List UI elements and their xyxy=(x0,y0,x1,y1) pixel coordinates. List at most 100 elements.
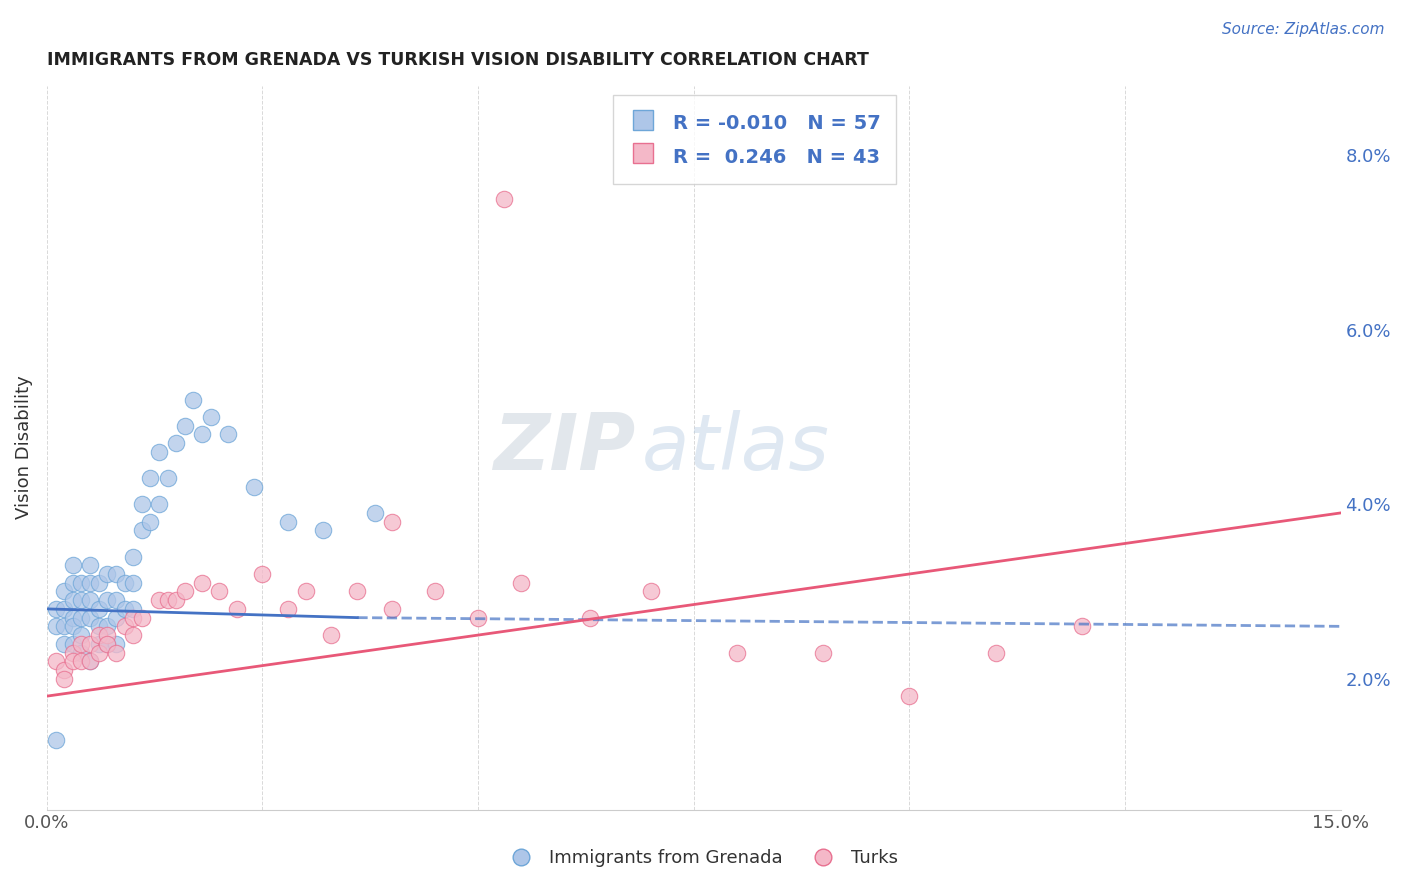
Point xyxy=(191,427,214,442)
Point xyxy=(131,610,153,624)
Point xyxy=(62,646,84,660)
Point xyxy=(79,654,101,668)
Point xyxy=(70,646,93,660)
Point xyxy=(321,628,343,642)
Point xyxy=(131,524,153,538)
Point xyxy=(53,602,76,616)
Point xyxy=(87,602,110,616)
Point xyxy=(139,471,162,485)
Point xyxy=(363,506,385,520)
Point xyxy=(44,654,66,668)
Point xyxy=(53,637,76,651)
Point xyxy=(104,610,127,624)
Point xyxy=(114,575,136,590)
Point xyxy=(96,637,118,651)
Point xyxy=(165,436,187,450)
Point xyxy=(984,646,1007,660)
Text: IMMIGRANTS FROM GRENADA VS TURKISH VISION DISABILITY CORRELATION CHART: IMMIGRANTS FROM GRENADA VS TURKISH VISIO… xyxy=(46,51,869,69)
Point xyxy=(423,584,446,599)
Point xyxy=(44,619,66,633)
Text: atlas: atlas xyxy=(643,409,830,485)
Legend: R = -0.010   N = 57, R =  0.246   N = 43: R = -0.010 N = 57, R = 0.246 N = 43 xyxy=(613,95,897,184)
Point xyxy=(79,575,101,590)
Point xyxy=(62,575,84,590)
Point xyxy=(191,575,214,590)
Point xyxy=(96,567,118,582)
Point xyxy=(53,672,76,686)
Point xyxy=(148,593,170,607)
Point xyxy=(252,567,274,582)
Point xyxy=(156,471,179,485)
Point xyxy=(70,593,93,607)
Point xyxy=(96,619,118,633)
Point xyxy=(277,602,299,616)
Point xyxy=(114,602,136,616)
Point xyxy=(346,584,368,599)
Point xyxy=(79,593,101,607)
Point xyxy=(122,549,145,564)
Point xyxy=(122,610,145,624)
Point xyxy=(139,515,162,529)
Point xyxy=(70,575,93,590)
Point xyxy=(53,584,76,599)
Point xyxy=(467,610,489,624)
Point xyxy=(312,524,335,538)
Point xyxy=(62,558,84,573)
Point xyxy=(277,515,299,529)
Point xyxy=(294,584,316,599)
Point xyxy=(148,445,170,459)
Point xyxy=(79,610,101,624)
Point xyxy=(492,192,515,206)
Point xyxy=(70,654,93,668)
Point xyxy=(104,646,127,660)
Point xyxy=(579,610,602,624)
Text: ZIP: ZIP xyxy=(494,409,636,485)
Point xyxy=(243,480,266,494)
Point xyxy=(70,628,93,642)
Point xyxy=(811,646,834,660)
Point xyxy=(122,628,145,642)
Point xyxy=(44,732,66,747)
Point xyxy=(725,646,748,660)
Point xyxy=(53,619,76,633)
Point xyxy=(898,689,921,703)
Point xyxy=(173,418,195,433)
Point xyxy=(122,575,145,590)
Point xyxy=(62,619,84,633)
Point xyxy=(131,497,153,511)
Point xyxy=(165,593,187,607)
Point xyxy=(87,646,110,660)
Point xyxy=(96,637,118,651)
Point xyxy=(640,584,662,599)
Point xyxy=(87,575,110,590)
Point xyxy=(70,637,93,651)
Point xyxy=(104,593,127,607)
Point xyxy=(44,602,66,616)
Point xyxy=(62,637,84,651)
Point xyxy=(62,610,84,624)
Point xyxy=(104,567,127,582)
Point xyxy=(87,637,110,651)
Point xyxy=(79,654,101,668)
Point xyxy=(53,663,76,677)
Point xyxy=(225,602,247,616)
Point xyxy=(62,593,84,607)
Point xyxy=(381,602,404,616)
Point xyxy=(381,515,404,529)
Point xyxy=(217,427,239,442)
Text: Source: ZipAtlas.com: Source: ZipAtlas.com xyxy=(1222,22,1385,37)
Point xyxy=(79,558,101,573)
Point xyxy=(87,628,110,642)
Point xyxy=(62,654,84,668)
Point xyxy=(79,637,101,651)
Legend: Immigrants from Grenada, Turks: Immigrants from Grenada, Turks xyxy=(501,842,905,874)
Point xyxy=(96,593,118,607)
Point xyxy=(173,584,195,599)
Point xyxy=(208,584,231,599)
Point xyxy=(87,619,110,633)
Point xyxy=(200,409,222,424)
Point xyxy=(156,593,179,607)
Y-axis label: Vision Disability: Vision Disability xyxy=(15,376,32,519)
Point xyxy=(114,619,136,633)
Point xyxy=(183,392,205,407)
